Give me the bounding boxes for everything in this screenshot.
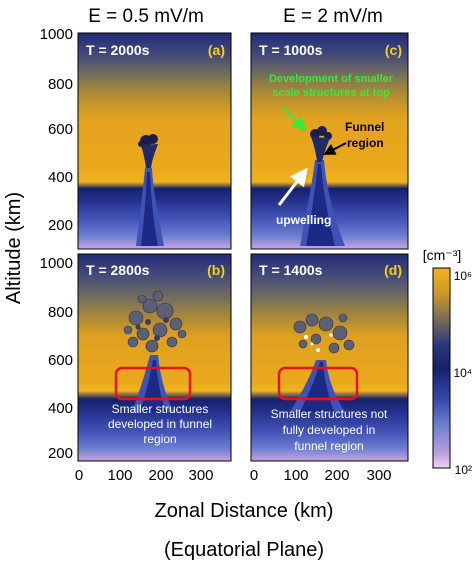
black-arrow [323,142,347,155]
funnel-box-d [277,366,359,401]
panel-b-caption-line2: developed in funnel [108,417,212,431]
plume-c [300,126,345,246]
x-tick-label: 200 [324,467,349,484]
panel-d: T = 1400s (d) Smaller structures not ful… [250,253,409,462]
x-tick-label: 0 [75,467,83,484]
y-tick-label: 200 [48,217,73,234]
plume-a [136,134,164,246]
panel-d-time: T = 1400s [259,262,323,278]
colorbar-gradient [432,267,451,469]
x-axis-label: Zonal Distance (km) [155,500,334,522]
x-tick-label: 300 [366,467,391,484]
white-arrow [277,167,308,206]
panel-a-time: T = 2000s [86,42,150,58]
panel-d-caption-line2: fully developed in [283,423,376,437]
panel-c-green-note-line2: scale structures at top [272,87,390,99]
panel-d-caption-line1: Smaller structures not [271,407,388,421]
y-ticks-bottom: 1000 800 600 400 200 [40,255,73,462]
panel-a: T = 2000s (a) [77,32,232,250]
y-ticks-top: 1000 800 600 400 200 [40,26,73,234]
colorbar: [cm⁻³] 10⁶ 10⁴ 10² [423,247,472,477]
colorbar-unit: [cm⁻³] [423,247,462,263]
panel-d-caption-line3: funnel region [294,439,363,453]
panel-b: T = 2800s (b) Smaller structures develop… [77,253,232,462]
y-tick-label: 600 [48,121,73,138]
panel-c-letter: (c) [385,42,402,58]
column-title-left: E = 0.5 mV/m [88,6,204,27]
x-ticks-right: 0 100 200 300 [250,467,392,484]
panel-d-letter: (d) [384,262,402,278]
y-tick-label: 800 [48,76,73,93]
x-tick-label: 100 [283,467,308,484]
y-tick-label: 400 [48,169,73,186]
panel-b-time: T = 2800s [86,262,150,278]
panel-c-funnel-note-line1: Funnel [345,120,384,134]
panel-c-green-note-line1: Development of smaller [269,73,394,85]
panel-b-caption-line1: Smaller structures [112,402,209,416]
panel-b-caption-line3: region [143,432,176,446]
y-axis-label: Altitude (km) [3,192,25,304]
y-tick-label: 600 [48,352,73,369]
green-arrow [282,106,307,132]
x-tick-label: 300 [188,467,213,484]
x-ticks-left: 0 100 200 300 [75,467,214,484]
panel-c-time: T = 1000s [259,42,323,58]
column-title-right: E = 2 mV/m [283,6,383,27]
panel-a-letter: (a) [208,42,225,58]
y-tick-label: 200 [48,445,73,462]
colorbar-label-bottom: 10² [455,463,472,477]
panel-b-letter: (b) [207,262,225,278]
colorbar-label-top: 10⁶ [454,269,472,283]
x-tick-label: 0 [250,467,258,484]
y-tick-label: 400 [48,400,73,417]
y-tick-label: 1000 [40,255,73,272]
panel-c: T = 1000s (c) Development of smaller sca… [250,32,409,250]
panel-c-upwelling-note: upwelling [276,213,331,227]
y-tick-label: 800 [48,304,73,321]
panel-c-funnel-note-line2: region [347,136,384,150]
x-tick-label: 100 [107,467,132,484]
x-tick-label: 200 [148,467,173,484]
x-axis-sublabel: (Equatorial Plane) [164,539,324,561]
colorbar-label-mid: 10⁴ [453,366,472,380]
y-tick-label: 1000 [40,26,73,43]
funnel-box-b [114,366,192,401]
